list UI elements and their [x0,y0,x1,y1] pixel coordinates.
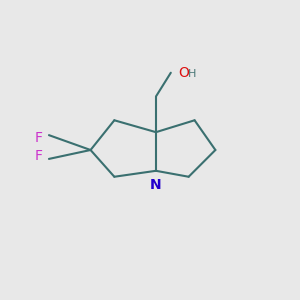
Text: F: F [35,149,43,163]
Text: F: F [35,131,43,145]
Text: O: O [178,66,189,80]
Text: N: N [150,178,162,192]
Text: H: H [188,69,196,79]
